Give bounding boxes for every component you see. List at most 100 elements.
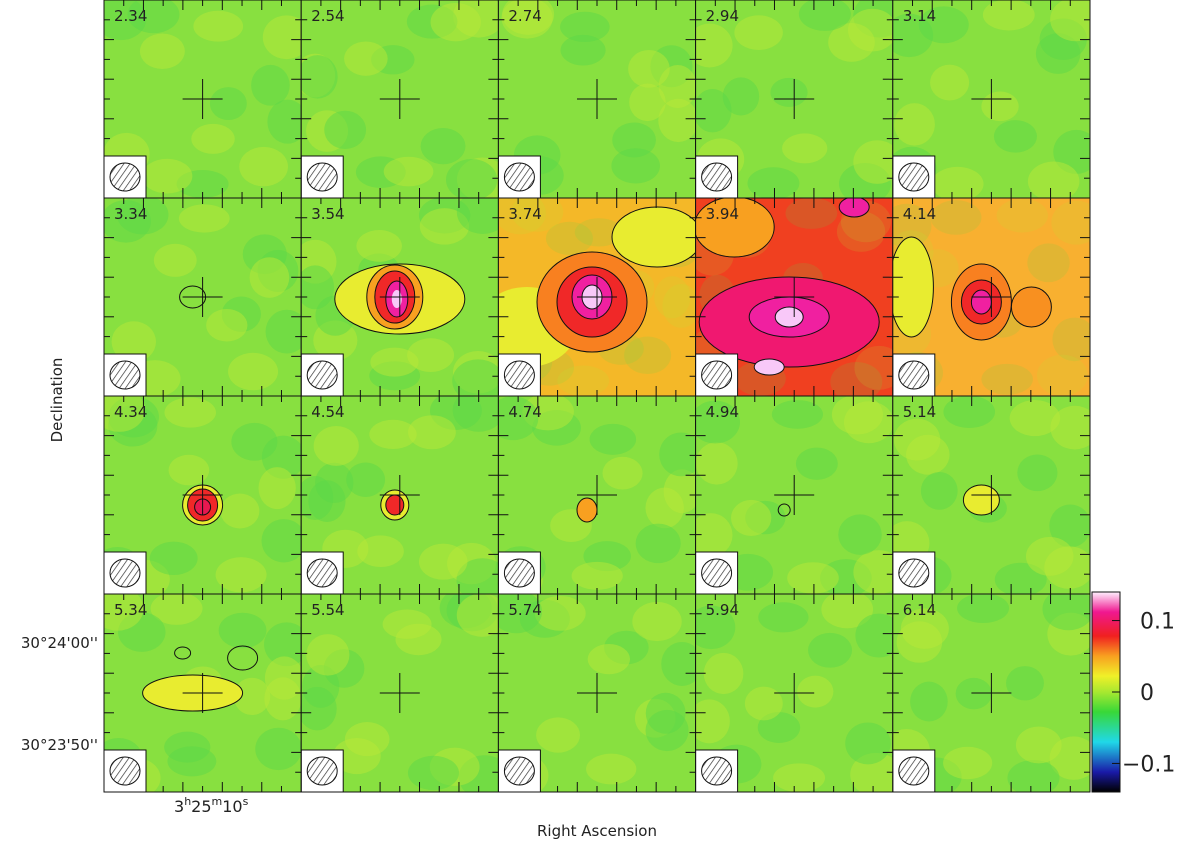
beam [109,756,141,786]
texture [407,755,459,791]
texture [612,122,656,158]
channel-panel [892,594,1090,792]
texture [452,396,499,432]
emission-contour [838,198,870,218]
texture [344,41,388,76]
beam [306,162,338,192]
emission-contour [970,289,992,315]
emission-contour [962,484,1000,516]
texture [164,397,216,428]
texture [771,400,824,429]
channel-panel [498,594,696,792]
texture [382,609,432,639]
texture [831,396,884,435]
texture [838,514,882,555]
panel-label: 4.34 [114,403,147,421]
texture [261,519,302,563]
beam [701,162,733,192]
texture [758,602,809,633]
y-tick-label: 30°23'50'' [21,736,98,754]
texture [586,753,637,785]
panel-label: 3.34 [114,205,147,223]
y-axis-label: Declination [48,358,66,443]
texture [695,699,730,744]
channel-panel [695,0,893,198]
texture [356,230,402,262]
colorbar-tick-label: −0.1 [1122,752,1175,777]
texture [502,0,555,35]
emission-contour [576,497,598,523]
emission-contour [777,503,791,517]
texture [1050,405,1090,450]
channel-panel [301,594,499,792]
panel-label: 4.74 [508,403,541,421]
texture [557,365,610,396]
texture [645,487,684,529]
texture [920,471,958,510]
texture [587,644,631,675]
texture [744,686,783,721]
channel-panel [301,0,499,198]
emission-contour [1010,286,1052,328]
texture [853,140,893,184]
channel-panel [301,198,499,396]
texture [1049,504,1090,548]
emission-contour [774,306,804,328]
texture [446,158,498,198]
texture [930,64,970,101]
texture [981,363,1033,395]
texture [369,419,417,450]
texture [215,557,267,593]
channel-panel [695,594,893,792]
texture [456,198,499,234]
texture [150,594,203,625]
texture [104,200,151,243]
panel-label: 5.34 [114,601,147,619]
y-tick-label: 30°24'00'' [21,634,98,652]
texture [264,656,302,700]
texture [265,309,302,354]
panel-label: 2.74 [508,7,541,25]
texture [262,15,302,60]
texture [611,148,660,184]
texture [602,456,643,490]
panel-label: 5.54 [311,601,344,619]
beam [898,756,930,786]
texture [1009,399,1061,437]
colorbar-tick-label: 0.1 [1140,610,1175,635]
texture [982,0,1035,31]
texture [452,359,499,396]
channel-panel [498,198,696,396]
texture [703,652,744,695]
texture [233,677,271,716]
beam [306,558,338,588]
emission-contour [892,236,934,338]
texture [836,211,886,252]
texture [930,200,982,235]
texture [104,0,147,41]
texture [139,33,185,70]
texture [1025,536,1074,576]
texture [168,454,210,486]
texture [420,128,466,165]
texture [1051,200,1090,245]
beam [701,360,733,390]
emission-contour [695,198,775,258]
texture [943,746,993,780]
texture [104,594,144,631]
texture [658,64,696,109]
texture [206,308,248,342]
texture [900,608,949,649]
channel-panel [892,396,1090,594]
emission-contour [611,206,696,268]
texture [301,686,337,731]
texture [645,692,686,734]
texture [1017,454,1058,492]
x-tick-label: 3h25m10s [174,795,249,816]
texture [209,87,247,121]
texture [228,352,279,391]
texture [167,746,217,777]
beam [109,360,141,390]
texture [629,83,666,122]
beam [306,756,338,786]
